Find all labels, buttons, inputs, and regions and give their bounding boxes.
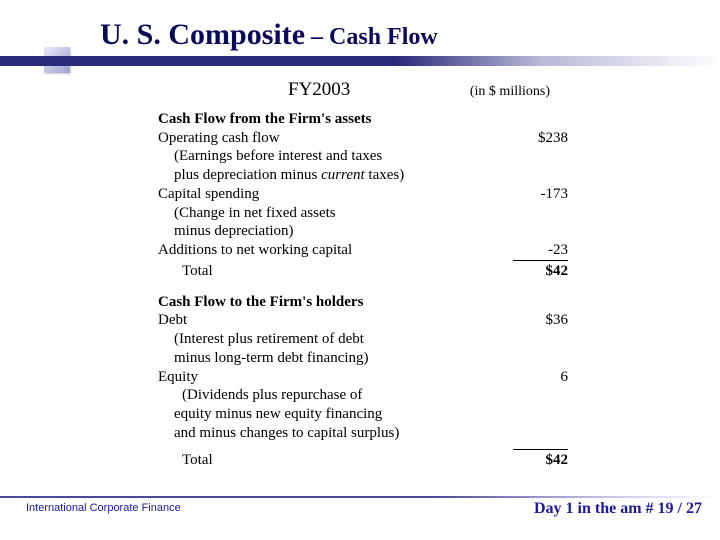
- nwc-label: Additions to net working capital: [158, 241, 352, 260]
- footer-right: Day 1 in the am # 19 / 27: [534, 500, 702, 518]
- capex-note1: (Change in net fixed assets: [158, 204, 568, 223]
- equity-note1: (Dividends plus repurchase of: [158, 386, 568, 405]
- ocf-note1: (Earnings before interest and taxes: [158, 147, 568, 166]
- slide-title: U. S. Composite – Cash Flow: [0, 0, 720, 52]
- row-nwc: Additions to net working capital -23: [158, 241, 568, 260]
- debt-note2: minus long-term debt financing): [158, 349, 568, 368]
- cash-flow-table: FY2003 (in $ millions) Cash Flow from th…: [158, 78, 568, 469]
- ocf-value: $238: [508, 129, 568, 148]
- total1-value: $42: [513, 260, 568, 281]
- capex-value: -173: [508, 185, 568, 204]
- equity-note2: equity minus new equity financing: [158, 405, 568, 424]
- total1-label: Total: [158, 262, 213, 281]
- debt-label: Debt: [158, 311, 187, 330]
- row-capex: Capital spending -173: [158, 185, 568, 204]
- capex-label: Capital spending: [158, 185, 259, 204]
- row-equity: Equity 6: [158, 368, 568, 387]
- row-ocf: Operating cash flow $238: [158, 129, 568, 148]
- footer-divider: [0, 496, 720, 498]
- total2-label: Total: [158, 451, 213, 470]
- section1-heading: Cash Flow from the Firm's assets: [158, 110, 568, 129]
- title-divider-bar: [0, 56, 720, 66]
- title-main: U. S. Composite: [100, 18, 305, 51]
- title-tail: Cash Flow: [329, 24, 438, 50]
- equity-value: 6: [508, 368, 568, 387]
- total2-value: $42: [513, 449, 568, 470]
- row-debt: Debt $36: [158, 311, 568, 330]
- title-sep: –: [305, 24, 329, 50]
- units-label: (in $ millions): [470, 83, 550, 101]
- footer-left: International Corporate Finance: [26, 502, 181, 514]
- fy-label: FY2003: [288, 78, 350, 102]
- debt-value: $36: [508, 311, 568, 330]
- equity-note3: and minus changes to capital surplus): [158, 424, 568, 443]
- ocf-label: Operating cash flow: [158, 129, 280, 148]
- row-total2: Total $42: [158, 449, 568, 470]
- capex-note2: minus depreciation): [158, 222, 568, 241]
- equity-label: Equity: [158, 368, 198, 387]
- row-total1: Total $42: [158, 260, 568, 281]
- table-header: FY2003 (in $ millions): [158, 78, 568, 102]
- debt-note1: (Interest plus retirement of debt: [158, 330, 568, 349]
- ocf-note2: plus depreciation minus current taxes): [158, 166, 568, 185]
- section2-heading: Cash Flow to the Firm's holders: [158, 293, 568, 312]
- nwc-value: -23: [508, 241, 568, 260]
